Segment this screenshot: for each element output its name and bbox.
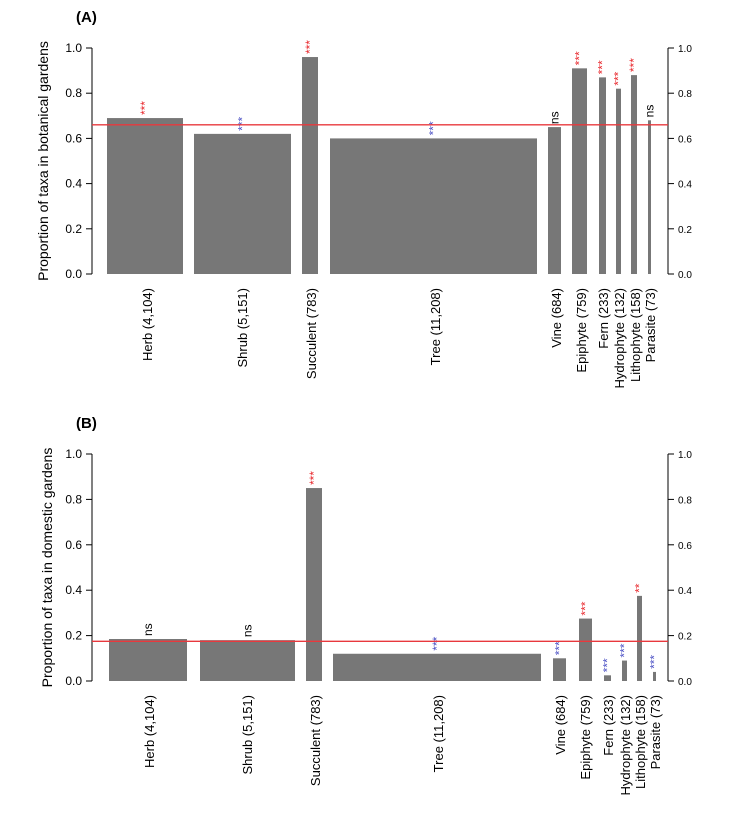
left-y-tick-label: 0.6 bbox=[65, 131, 82, 145]
bar bbox=[330, 138, 537, 274]
right-y-tick-label: 0.4 bbox=[678, 180, 692, 191]
right-y-tick-label: 0.8 bbox=[678, 495, 692, 506]
category-label: Shrub (5,151) bbox=[240, 695, 255, 775]
left-y-tick-label: 0.6 bbox=[65, 538, 82, 552]
bar bbox=[648, 120, 651, 274]
category-label: Lithophyte (158) bbox=[628, 288, 643, 382]
category-label: Epiphyte (759) bbox=[574, 288, 589, 373]
y-axis-label: Proportion of taxa in botanical gardens bbox=[35, 41, 51, 281]
significance-label: ns bbox=[548, 111, 562, 124]
category-label: Herb (4,104) bbox=[142, 695, 157, 768]
significance-label: *** bbox=[648, 655, 662, 669]
significance-label: ns bbox=[643, 105, 657, 118]
bar bbox=[333, 653, 541, 681]
panel-b: (B) Proportion of taxa in domestic garden… bbox=[39, 415, 692, 795]
significance-label: *** bbox=[612, 71, 626, 85]
bar bbox=[622, 660, 627, 681]
category-label: Hydrophyte (132) bbox=[618, 695, 633, 795]
bar bbox=[548, 127, 561, 274]
bar bbox=[302, 57, 318, 274]
right-y-tick-label: 0.8 bbox=[678, 89, 692, 100]
significance-label: *** bbox=[553, 641, 567, 655]
significance-label: ns bbox=[241, 624, 255, 637]
significance-label: *** bbox=[430, 636, 444, 650]
bar bbox=[200, 640, 295, 681]
significance-label: *** bbox=[579, 601, 593, 615]
significance-label: *** bbox=[618, 643, 632, 657]
bar bbox=[631, 75, 637, 275]
bar bbox=[653, 671, 656, 681]
category-label: Epiphyte (759) bbox=[578, 695, 593, 780]
significance-label: ns bbox=[141, 623, 155, 636]
significance-label: *** bbox=[138, 101, 152, 115]
y-axis-label: Proportion of taxa in domestic gardens bbox=[39, 448, 55, 688]
left-y-tick-label: 1.0 bbox=[65, 41, 82, 55]
bar bbox=[579, 618, 592, 681]
bar bbox=[599, 77, 606, 274]
left-y-tick-label: 1.0 bbox=[65, 447, 82, 461]
bar bbox=[572, 68, 587, 274]
significance-label: *** bbox=[627, 58, 641, 72]
bar bbox=[637, 595, 642, 681]
category-label: Hydrophyte (132) bbox=[612, 288, 627, 388]
panel-label: (B) bbox=[76, 415, 97, 432]
category-label: Shrub (5,151) bbox=[235, 288, 250, 368]
right-y-tick-label: 1.0 bbox=[678, 450, 692, 461]
significance-label: *** bbox=[427, 121, 441, 135]
bar bbox=[553, 658, 566, 681]
bar bbox=[194, 133, 291, 274]
left-y-tick-label: 0.0 bbox=[65, 267, 82, 281]
bar bbox=[107, 118, 183, 274]
category-label: Succulent (783) bbox=[308, 695, 323, 786]
bar bbox=[616, 88, 621, 275]
category-label: Succulent (783) bbox=[304, 288, 319, 379]
category-label: Tree (11,208) bbox=[431, 695, 446, 772]
significance-label: *** bbox=[596, 60, 610, 74]
right-y-tick-label: 0.0 bbox=[678, 270, 692, 281]
bar bbox=[306, 488, 322, 681]
panel-label: (A) bbox=[76, 9, 97, 26]
category-label: Parasite (73) bbox=[643, 288, 658, 362]
left-y-tick-label: 0.8 bbox=[65, 492, 82, 506]
significance-label: ** bbox=[633, 583, 647, 593]
right-y-tick-label: 0.2 bbox=[678, 632, 692, 643]
right-y-tick-label: 0.0 bbox=[678, 677, 692, 688]
significance-label: *** bbox=[573, 51, 587, 65]
category-label: Lithophyte (158) bbox=[633, 695, 648, 789]
significance-label: *** bbox=[303, 40, 317, 54]
left-y-tick-label: 0.0 bbox=[65, 674, 82, 688]
bar bbox=[109, 639, 187, 681]
bar bbox=[604, 675, 611, 681]
category-label: Tree (11,208) bbox=[428, 288, 443, 365]
category-label: Parasite (73) bbox=[648, 695, 663, 769]
left-y-tick-label: 0.8 bbox=[65, 86, 82, 100]
right-y-tick-label: 1.0 bbox=[678, 44, 692, 55]
right-y-tick-label: 0.6 bbox=[678, 134, 692, 145]
left-y-tick-label: 0.4 bbox=[65, 177, 82, 191]
left-y-tick-label: 0.2 bbox=[65, 222, 82, 236]
category-label: Vine (684) bbox=[553, 695, 568, 755]
category-label: Vine (684) bbox=[549, 288, 564, 348]
left-y-tick-label: 0.4 bbox=[65, 583, 82, 597]
category-label: Herb (4,104) bbox=[140, 288, 155, 361]
right-y-tick-label: 0.2 bbox=[678, 225, 692, 236]
significance-label: *** bbox=[307, 471, 321, 485]
significance-label: *** bbox=[236, 117, 250, 131]
left-y-tick-label: 0.2 bbox=[65, 629, 82, 643]
significance-label: *** bbox=[601, 658, 615, 672]
panel-a: (A) Proportion of taxa in botanical garde… bbox=[35, 9, 692, 388]
category-label: Fern (233) bbox=[601, 695, 616, 756]
right-y-tick-label: 0.4 bbox=[678, 586, 692, 597]
category-label: Fern (233) bbox=[596, 288, 611, 349]
right-y-tick-label: 0.6 bbox=[678, 541, 692, 552]
